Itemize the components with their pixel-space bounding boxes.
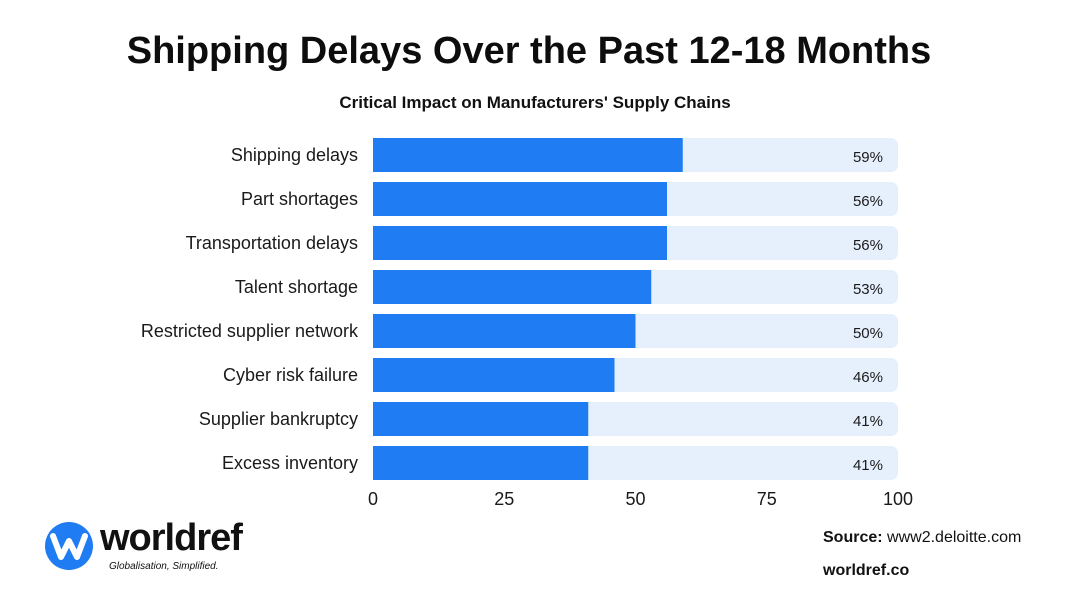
category-label: Talent shortage [235, 277, 358, 297]
worldref-w-icon [45, 522, 93, 570]
bar [373, 402, 589, 436]
x-tick-label: 75 [757, 489, 777, 509]
logo-tagline: Globalisation, Simplified. [109, 561, 219, 572]
x-tick-label: 50 [625, 489, 645, 509]
x-tick-label: 100 [883, 489, 913, 509]
logo-wordmark: worldref [100, 517, 243, 559]
website-link[interactable]: worldref.co [823, 562, 910, 579]
source-value: www2.deloitte.com [887, 529, 1022, 546]
value-label: 50% [853, 325, 883, 342]
category-label: Cyber risk failure [223, 365, 358, 385]
chart-title: Shipping Delays Over the Past 12-18 Mont… [126, 30, 932, 72]
bar [373, 358, 615, 392]
category-label: Restricted supplier network [141, 321, 359, 341]
worldref-logo[interactable]: worldref Globalisation, Simplified. [44, 517, 254, 575]
category-label: Transportation delays [186, 233, 358, 253]
chart-subtitle: Critical Impact on Manufacturers' Supply… [339, 93, 731, 112]
value-label: 46% [853, 369, 883, 386]
bar [373, 226, 667, 260]
value-label: 41% [853, 457, 883, 474]
bar [373, 270, 652, 304]
bar [373, 446, 589, 480]
value-label: 56% [853, 193, 883, 210]
category-label: Part shortages [241, 189, 358, 209]
x-tick-label: 25 [494, 489, 514, 509]
value-label: 59% [853, 149, 883, 166]
category-label: Excess inventory [222, 453, 358, 473]
source-credit: Source: www2.deloitte.com [823, 529, 1021, 547]
value-label: 56% [853, 237, 883, 254]
source-label: Source: [823, 529, 883, 546]
bar [373, 182, 667, 216]
value-label: 41% [853, 413, 883, 430]
x-tick-label: 0 [368, 489, 378, 509]
value-label: 53% [853, 281, 883, 298]
category-label: Shipping delays [231, 145, 358, 165]
bar [373, 138, 683, 172]
bar [373, 314, 636, 348]
category-label: Supplier bankruptcy [199, 409, 358, 429]
